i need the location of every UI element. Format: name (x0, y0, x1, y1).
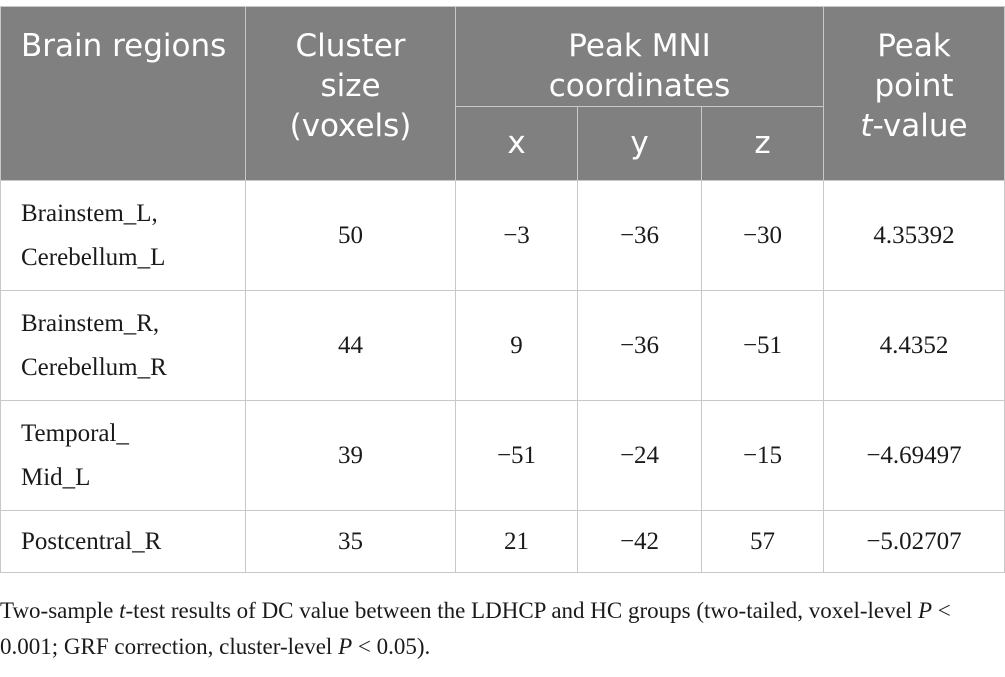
table-caption: Two-sample t-test results of DC value be… (0, 598, 951, 659)
y-cell: −24 (577, 400, 702, 511)
t-value-cell: 4.4352 (823, 290, 1005, 401)
x-cell: 21 (455, 510, 578, 573)
x-cell: 9 (455, 290, 578, 401)
header-peak-mni: Peak MNI coordinates (454, 6, 825, 107)
header-x: x (455, 106, 578, 181)
header-brain-regions: Brain regions (0, 6, 246, 181)
cluster-size-cell: 44 (245, 290, 456, 401)
table-row: Brainstem_L, Cerebellum_L 50 −3 −36 −30 4… (0, 180, 1005, 291)
cluster-size-cell: 39 (245, 400, 456, 511)
table-row: Postcentral_R 35 21 −42 57 −5.02707 (0, 510, 1005, 573)
x-cell: −51 (455, 400, 578, 511)
z-cell: −30 (700, 180, 825, 291)
x-cell: −3 (455, 180, 578, 291)
t-value-cell: −4.69497 (823, 400, 1005, 511)
y-cell: −36 (577, 180, 702, 291)
y-cell: −36 (577, 290, 702, 401)
t-value-cell: −5.02707 (823, 510, 1005, 573)
header-y: y (577, 106, 702, 181)
subheader-row: x y z (1, 106, 1005, 181)
table-row: Temporal_ Mid_L 39 −51 −24 −15 −4.69497 (0, 400, 1005, 511)
z-cell: 57 (700, 510, 825, 573)
t-value-cell: 4.35392 (823, 180, 1005, 291)
header-peak-point-t: Peak point t-value (823, 6, 1005, 181)
header-row: Brain regions Cluster size (voxels) Peak… (0, 6, 1005, 181)
z-cell: −51 (700, 290, 825, 401)
region-cell: Temporal_ Mid_L (0, 400, 246, 511)
z-cell: −15 (700, 400, 825, 511)
results-table: Brain regions Cluster size (voxels) Peak… (0, 6, 1005, 573)
header-z: z (700, 106, 825, 181)
y-cell: −42 (577, 510, 702, 573)
region-cell: Postcentral_R (0, 510, 246, 573)
table-row: Brainstem_R, Cerebellum_R 44 9 −36 −51 4.… (0, 290, 1005, 401)
region-cell: Brainstem_R, Cerebellum_R (0, 290, 246, 401)
cluster-size-cell: 50 (245, 180, 456, 291)
cluster-size-cell: 35 (245, 510, 456, 573)
region-cell: Brainstem_L, Cerebellum_L (0, 180, 246, 291)
header-cluster-size: Cluster size (voxels) (245, 6, 456, 181)
